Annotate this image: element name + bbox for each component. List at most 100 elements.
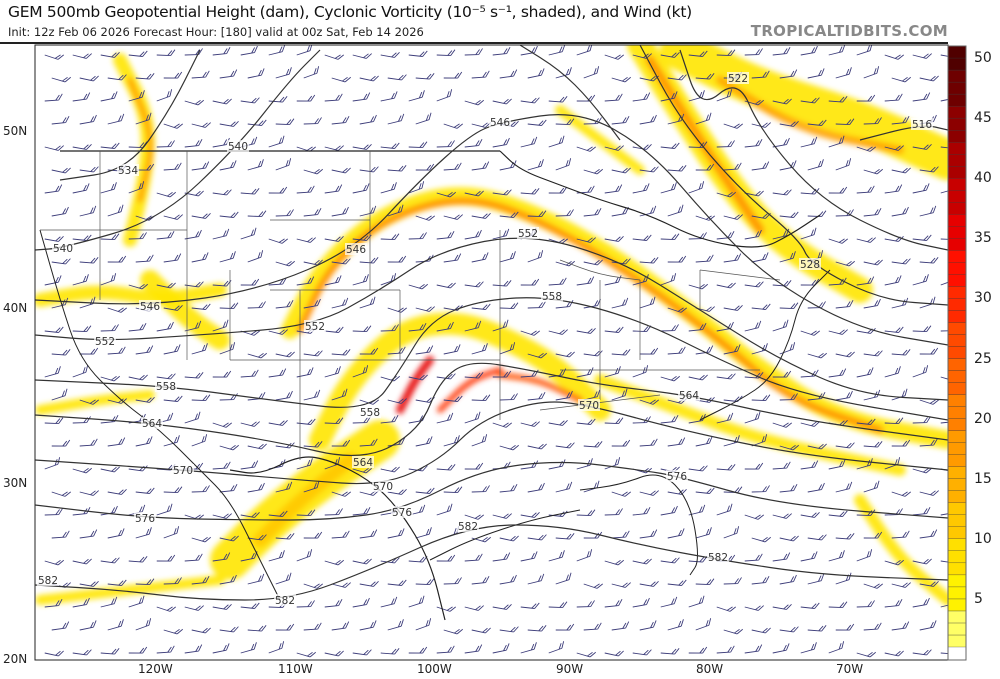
wind-barb <box>240 278 260 286</box>
contour-label: 564 <box>679 390 699 402</box>
wind-barb <box>352 506 371 516</box>
wind-barb <box>415 215 435 221</box>
colorbar-segment <box>947 358 967 371</box>
colorbar-tick-label: 45 <box>974 110 992 127</box>
longitude-label: 100W <box>417 662 452 676</box>
wind-barb <box>100 596 118 608</box>
wind-barb <box>856 146 876 152</box>
wind-barb <box>548 419 568 426</box>
wind-barb <box>387 255 407 263</box>
wind-barb <box>660 51 680 58</box>
colorbar-segment <box>947 166 967 179</box>
wind-barb <box>835 442 855 449</box>
colorbar-segment <box>947 238 967 251</box>
wind-barb <box>324 598 343 608</box>
wind-barb <box>639 399 659 405</box>
wind-barb <box>436 282 456 289</box>
wind-barb <box>639 580 659 587</box>
contour-label-bg <box>457 520 479 532</box>
wind-barb <box>436 191 456 198</box>
wind-barb <box>807 159 824 171</box>
wind-barb <box>611 621 630 631</box>
border-line <box>699 269 831 421</box>
wind-barb <box>275 209 294 217</box>
height-contour <box>35 114 948 346</box>
height-contour <box>59 49 201 181</box>
wind-barb <box>639 296 656 309</box>
contour-label-bg <box>94 335 116 347</box>
wind-barb <box>744 138 763 148</box>
wind-barb <box>779 302 799 309</box>
wind-barb <box>828 601 848 608</box>
wind-barb <box>632 649 652 656</box>
wind-barb <box>863 350 883 357</box>
wind-barb <box>632 506 651 516</box>
wind-barb <box>296 237 316 243</box>
wind-barb <box>331 388 348 401</box>
colorbar-tick-label: 25 <box>974 350 992 367</box>
wind-barb <box>352 558 372 565</box>
wind-barb <box>408 181 425 194</box>
wind-barb <box>723 253 742 263</box>
wind-barb <box>352 183 370 194</box>
wind-barb <box>156 373 176 380</box>
height-contour <box>639 45 948 306</box>
wind-barb <box>891 206 909 217</box>
wind-barb <box>219 626 239 633</box>
wind-barb <box>184 411 201 424</box>
wind-barb <box>380 466 400 473</box>
wind-barb <box>100 233 120 240</box>
contour-label-bg <box>134 512 156 524</box>
wind-barb <box>611 349 631 356</box>
wind-barb <box>471 434 488 447</box>
wind-barb <box>520 188 540 195</box>
colorbar-segment <box>947 154 967 167</box>
contour-label: 558 <box>360 407 380 419</box>
wind-barb <box>212 603 232 610</box>
colorbar-segment <box>947 346 967 359</box>
wind-barb <box>72 234 92 241</box>
wind-barb <box>604 145 624 151</box>
wind-barb <box>716 606 736 612</box>
wind-barb <box>275 572 292 585</box>
contour-label-bg <box>52 242 74 254</box>
wind-barb <box>72 183 90 194</box>
wind-barb <box>779 120 799 127</box>
wind-barb <box>107 528 125 539</box>
wind-barb <box>723 123 743 129</box>
wind-barb <box>884 54 904 60</box>
wind-barb <box>380 273 397 286</box>
wind-barb <box>667 528 685 539</box>
wind-barb <box>604 235 624 242</box>
wind-barb <box>359 620 377 631</box>
wind-barb <box>695 163 715 171</box>
wind-barb <box>324 650 344 657</box>
wind-barb <box>716 464 736 471</box>
colorbar-segment <box>947 214 967 227</box>
wind-barb <box>51 76 71 83</box>
wind-barb <box>219 483 238 493</box>
wind-barb <box>639 438 658 447</box>
wind-barb <box>324 508 343 516</box>
wind-barb <box>660 91 678 102</box>
wind-barb <box>492 422 512 428</box>
wind-barb <box>268 277 287 286</box>
wind-barb <box>660 557 680 564</box>
wind-barb <box>744 229 762 240</box>
wind-barb <box>163 71 183 79</box>
colorbar-segment <box>947 298 967 311</box>
wind-barb <box>408 595 425 608</box>
wind-barb <box>212 461 231 470</box>
wind-barb <box>240 45 258 56</box>
wind-barb <box>555 209 574 217</box>
wind-barb <box>268 135 285 148</box>
wind-barb <box>352 274 369 286</box>
wind-barb <box>863 441 883 448</box>
wind-barb <box>919 529 938 539</box>
wind-barb <box>800 460 819 470</box>
wind-barb <box>135 345 154 355</box>
wind-barb <box>912 325 932 332</box>
wind-barb <box>751 303 771 310</box>
wind-barb <box>611 76 631 83</box>
wind-barb <box>723 435 740 447</box>
